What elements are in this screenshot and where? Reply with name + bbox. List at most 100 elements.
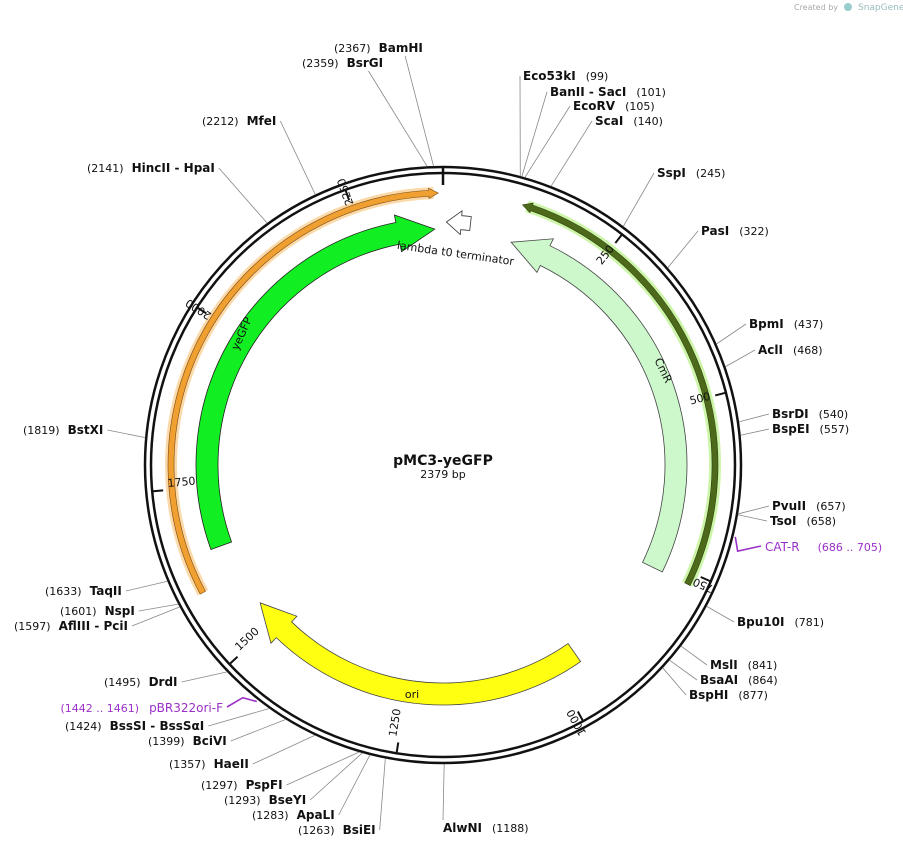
site-leader: [524, 105, 571, 178]
site-leader: [379, 758, 386, 831]
site-name: MfeI: [247, 114, 277, 128]
feature-band: [167, 187, 439, 595]
site-name: BciVI: [193, 734, 227, 748]
site-position: (322): [739, 225, 769, 238]
site-position: (1283): [252, 809, 289, 822]
site-name: DrdI: [149, 675, 178, 689]
site-position: (2212): [202, 115, 239, 128]
site-leader: [131, 606, 180, 627]
site-position: (1293): [224, 794, 261, 807]
site-leader: [442, 763, 445, 821]
primer-mark: [226, 696, 258, 708]
tick-mark: [344, 190, 351, 201]
site-leader: [125, 580, 168, 592]
site-leader: [706, 605, 735, 623]
site-position: (658): [806, 515, 836, 528]
tick-mark: [197, 307, 207, 315]
site-position: (437): [794, 318, 824, 331]
site-leader: [107, 429, 146, 438]
site-leader: [338, 754, 371, 816]
site-leader: [622, 172, 655, 227]
feature-cmr: [510, 238, 688, 573]
site-position: (2367): [334, 42, 371, 55]
site-leader: [286, 751, 360, 786]
site-leader: [279, 120, 316, 195]
plasmid-length: 2379 bp: [420, 468, 465, 481]
tick-mark: [714, 391, 726, 397]
site-leader: [208, 708, 270, 727]
site-name: ScaI: [595, 114, 623, 128]
feature-label: ori: [405, 688, 419, 701]
site-name: AclI: [758, 343, 783, 357]
site-leader: [138, 603, 179, 612]
site-name: AflIII - PciI: [59, 619, 128, 633]
site-position: (557): [820, 423, 850, 436]
primer-range: (1442 .. 1461): [61, 702, 140, 715]
feature-yegfp: [195, 214, 436, 550]
site-name: BspHI: [689, 688, 728, 702]
site-leader: [662, 667, 687, 696]
plasmid-name: pMC3-yeGFP: [393, 453, 493, 469]
tick-label: 1500: [232, 625, 261, 654]
tick-label: 2000: [183, 296, 214, 322]
site-name: TaqII: [90, 584, 122, 598]
tick-label: 500: [688, 390, 712, 408]
site-position: (140): [633, 115, 663, 128]
site-leader: [368, 70, 428, 167]
site-position: (657): [816, 500, 846, 513]
site-position: (2359): [302, 57, 339, 70]
site-leader: [521, 91, 548, 177]
site-name: HaeII: [214, 757, 249, 771]
site-name: BstXI: [68, 423, 104, 437]
site-leader: [252, 734, 316, 765]
site-position: (1597): [14, 620, 51, 633]
site-position: (864): [748, 674, 778, 687]
site-position: (781): [794, 616, 824, 629]
site-name: NspI: [105, 604, 135, 618]
site-leader: [725, 349, 756, 368]
site-name: HincII - HpaI: [132, 161, 215, 175]
brand: SnapGene: [858, 3, 903, 13]
site-name: BssSI - BssSαI: [110, 719, 205, 733]
site-name: BsaAI: [700, 673, 738, 687]
site-name: MslI: [710, 658, 738, 672]
brand-logo: [844, 3, 852, 11]
site-position: (468): [793, 344, 823, 357]
site-position: (1188): [492, 822, 529, 835]
site-name: BpmI: [749, 317, 784, 331]
site-name: PasI: [701, 224, 729, 238]
tick-mark: [576, 711, 584, 721]
site-position: (1297): [201, 779, 238, 792]
feature-band: [521, 202, 719, 586]
site-leader: [740, 428, 770, 436]
site-name: BspEI: [772, 422, 810, 436]
tick-mark: [395, 742, 400, 753]
site-name: Eco53kI: [523, 69, 576, 83]
site-position: (101): [636, 86, 666, 99]
site-name: Bpu10I: [737, 615, 784, 629]
feature-ori: [259, 602, 582, 706]
site-name: BamHI: [379, 41, 423, 55]
site-position: (99): [586, 70, 609, 83]
site-leader: [550, 120, 593, 187]
site-position: (1263): [298, 824, 335, 837]
site-name: SspI: [657, 166, 686, 180]
site-leader: [309, 752, 363, 801]
site-leader: [230, 719, 287, 742]
site-position: (1633): [45, 585, 82, 598]
tick-label: 1750: [167, 475, 196, 490]
site-leader: [181, 671, 228, 683]
site-position: (1495): [104, 676, 141, 689]
site-name: BsrDI: [772, 407, 809, 421]
site-leader: [737, 514, 768, 522]
primer-name: pBR322ori-F: [149, 701, 223, 715]
created-by: Created by: [794, 3, 838, 12]
site-name: PspFI: [246, 778, 283, 792]
site-leader: [716, 323, 747, 345]
site-name: EcoRV: [573, 99, 616, 113]
site-leader: [680, 645, 708, 666]
site-position: (105): [625, 100, 655, 113]
primer-mark: [734, 536, 762, 553]
tick-mark: [153, 489, 164, 493]
